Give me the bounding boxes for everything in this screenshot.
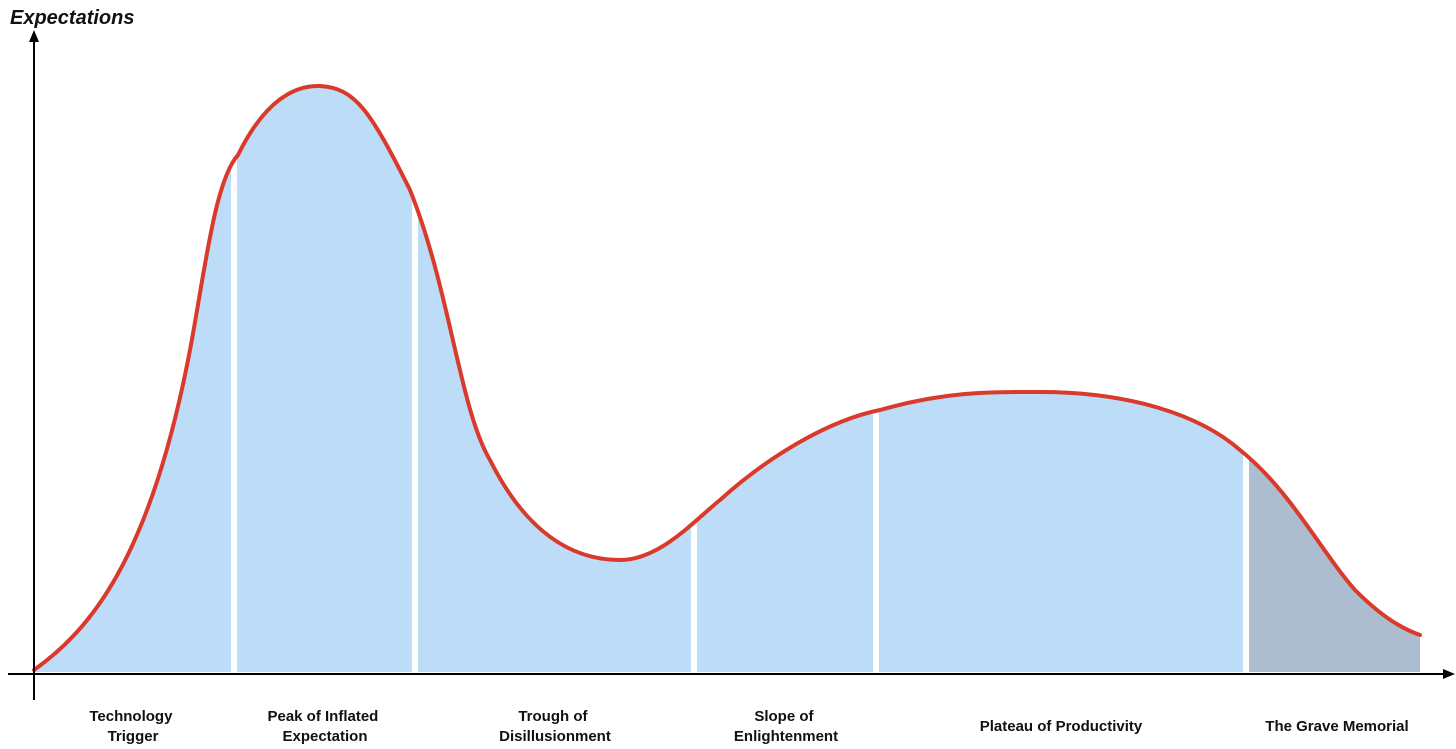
y-axis-title: Expectations	[10, 7, 134, 29]
phase-label-line: Disillusionment	[499, 728, 611, 745]
phase-label-line: Slope of	[754, 708, 814, 725]
phase-separator-3	[691, 85, 697, 672]
phase-label-line: Plateau of Productivity	[980, 718, 1143, 735]
phase-separator-4	[873, 85, 879, 672]
phase-label-peak-of-inflated-expectation: Peak of Inflated Expectation	[267, 708, 382, 745]
phase-labels: Technology Trigger Peak of Inflated Expe…	[89, 708, 1408, 745]
phase-label-technology-trigger: Technology Trigger	[89, 708, 176, 745]
axes	[8, 30, 1455, 700]
phase-fill-grave	[1248, 85, 1420, 672]
phase-label-slope-of-enlightenment: Slope of Enlightenment	[734, 708, 838, 745]
phase-fill-main	[34, 85, 1248, 672]
phase-separator-2	[412, 85, 418, 672]
phase-label-the-grave-memorial: The Grave Memorial	[1265, 718, 1408, 735]
y-axis-arrow	[29, 30, 39, 42]
phase-label-line: Enlightenment	[734, 728, 838, 745]
phase-label-line: Trough of	[518, 708, 588, 725]
phase-label-line: Technology	[89, 708, 173, 725]
phase-label-trough-of-disillusionment: Trough of Disillusionment	[499, 708, 611, 745]
phase-label-line: Trigger	[108, 728, 159, 745]
phase-label-line: Expectation	[282, 728, 367, 745]
phase-label-line: Peak of Inflated	[267, 708, 378, 725]
phase-label-plateau-of-productivity: Plateau of Productivity	[980, 718, 1143, 735]
phase-separator-1	[231, 85, 237, 672]
phase-label-line: The Grave Memorial	[1265, 718, 1408, 735]
x-axis-arrow	[1443, 669, 1455, 679]
phase-separator-5	[1243, 85, 1249, 672]
hype-curve	[32, 83, 1422, 672]
